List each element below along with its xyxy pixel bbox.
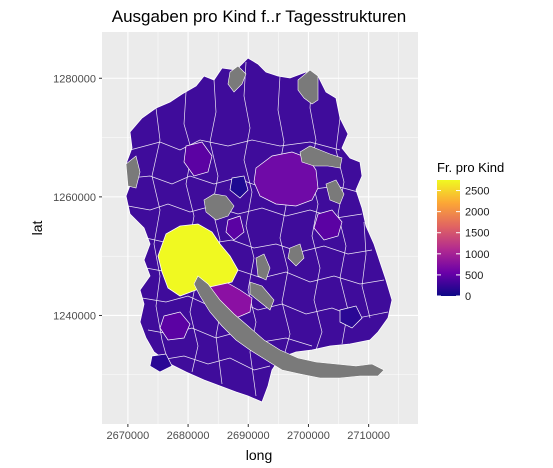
region-medium-value bbox=[183, 141, 213, 177]
border-line bbox=[127, 203, 363, 219]
plot-title: Ausgaben pro Kind f..r Tagesstrukturen bbox=[112, 7, 407, 26]
y-axis: 1240000 1260000 1280000 bbox=[53, 73, 102, 322]
y-tick-label: 1280000 bbox=[53, 73, 96, 85]
missing-data-area bbox=[255, 253, 271, 281]
missing-data-area bbox=[227, 65, 247, 93]
x-tick-label: 2700000 bbox=[287, 430, 330, 442]
missing-data-area bbox=[299, 145, 343, 169]
x-tick-label: 2710000 bbox=[347, 430, 390, 442]
border-line bbox=[277, 75, 291, 357]
missing-data-area bbox=[325, 179, 345, 205]
border-line bbox=[151, 107, 169, 363]
legend-tick-label: 1500 bbox=[465, 228, 489, 240]
legend: Fr. pro Kind 2500 2000 1500 1000 500 0 bbox=[437, 160, 504, 303]
border-line bbox=[361, 221, 371, 319]
x-tick-label: 2680000 bbox=[167, 430, 210, 442]
y-tick-label: 1240000 bbox=[53, 310, 96, 322]
x-axis-title: long bbox=[246, 447, 272, 463]
border-line bbox=[129, 139, 341, 151]
x-axis: 2670000 2680000 2690000 2700000 2710000 bbox=[106, 424, 390, 442]
legend-tick-label: 1000 bbox=[465, 249, 489, 261]
missing-data-area bbox=[125, 155, 141, 189]
region-low-value bbox=[229, 175, 249, 199]
missing-data-area bbox=[297, 69, 319, 105]
legend-tick-label: 2500 bbox=[465, 186, 489, 198]
lake-pfaeffikersee bbox=[287, 243, 305, 267]
legend-title: Fr. pro Kind bbox=[437, 160, 504, 175]
missing-data-areas bbox=[125, 65, 385, 379]
lake-greifensee bbox=[249, 281, 275, 311]
x-tick-label: 2690000 bbox=[227, 430, 270, 442]
y-axis-title: lat bbox=[29, 221, 45, 236]
x-tick-label: 2670000 bbox=[106, 430, 149, 442]
border-line bbox=[309, 73, 323, 351]
region-medium-value bbox=[313, 209, 343, 241]
border-line bbox=[335, 117, 349, 345]
region-low-value bbox=[339, 305, 363, 329]
legend-tick-label: 2000 bbox=[465, 207, 489, 219]
lake-zurich bbox=[193, 275, 385, 379]
legend-tick-label: 500 bbox=[465, 270, 483, 282]
region-highest-value bbox=[157, 223, 239, 297]
legend-tick-label: 0 bbox=[465, 291, 471, 303]
municipality-map bbox=[125, 57, 393, 403]
region-medium-value bbox=[159, 311, 191, 341]
region-medium-value bbox=[225, 215, 245, 241]
legend-ticks: 2500 2000 1500 1000 500 0 bbox=[437, 186, 489, 303]
legend-colorbar bbox=[437, 180, 460, 296]
region-low-value bbox=[149, 353, 173, 373]
y-tick-label: 1260000 bbox=[53, 192, 96, 204]
missing-data-area bbox=[203, 193, 235, 221]
region-elevated-east bbox=[253, 151, 319, 207]
